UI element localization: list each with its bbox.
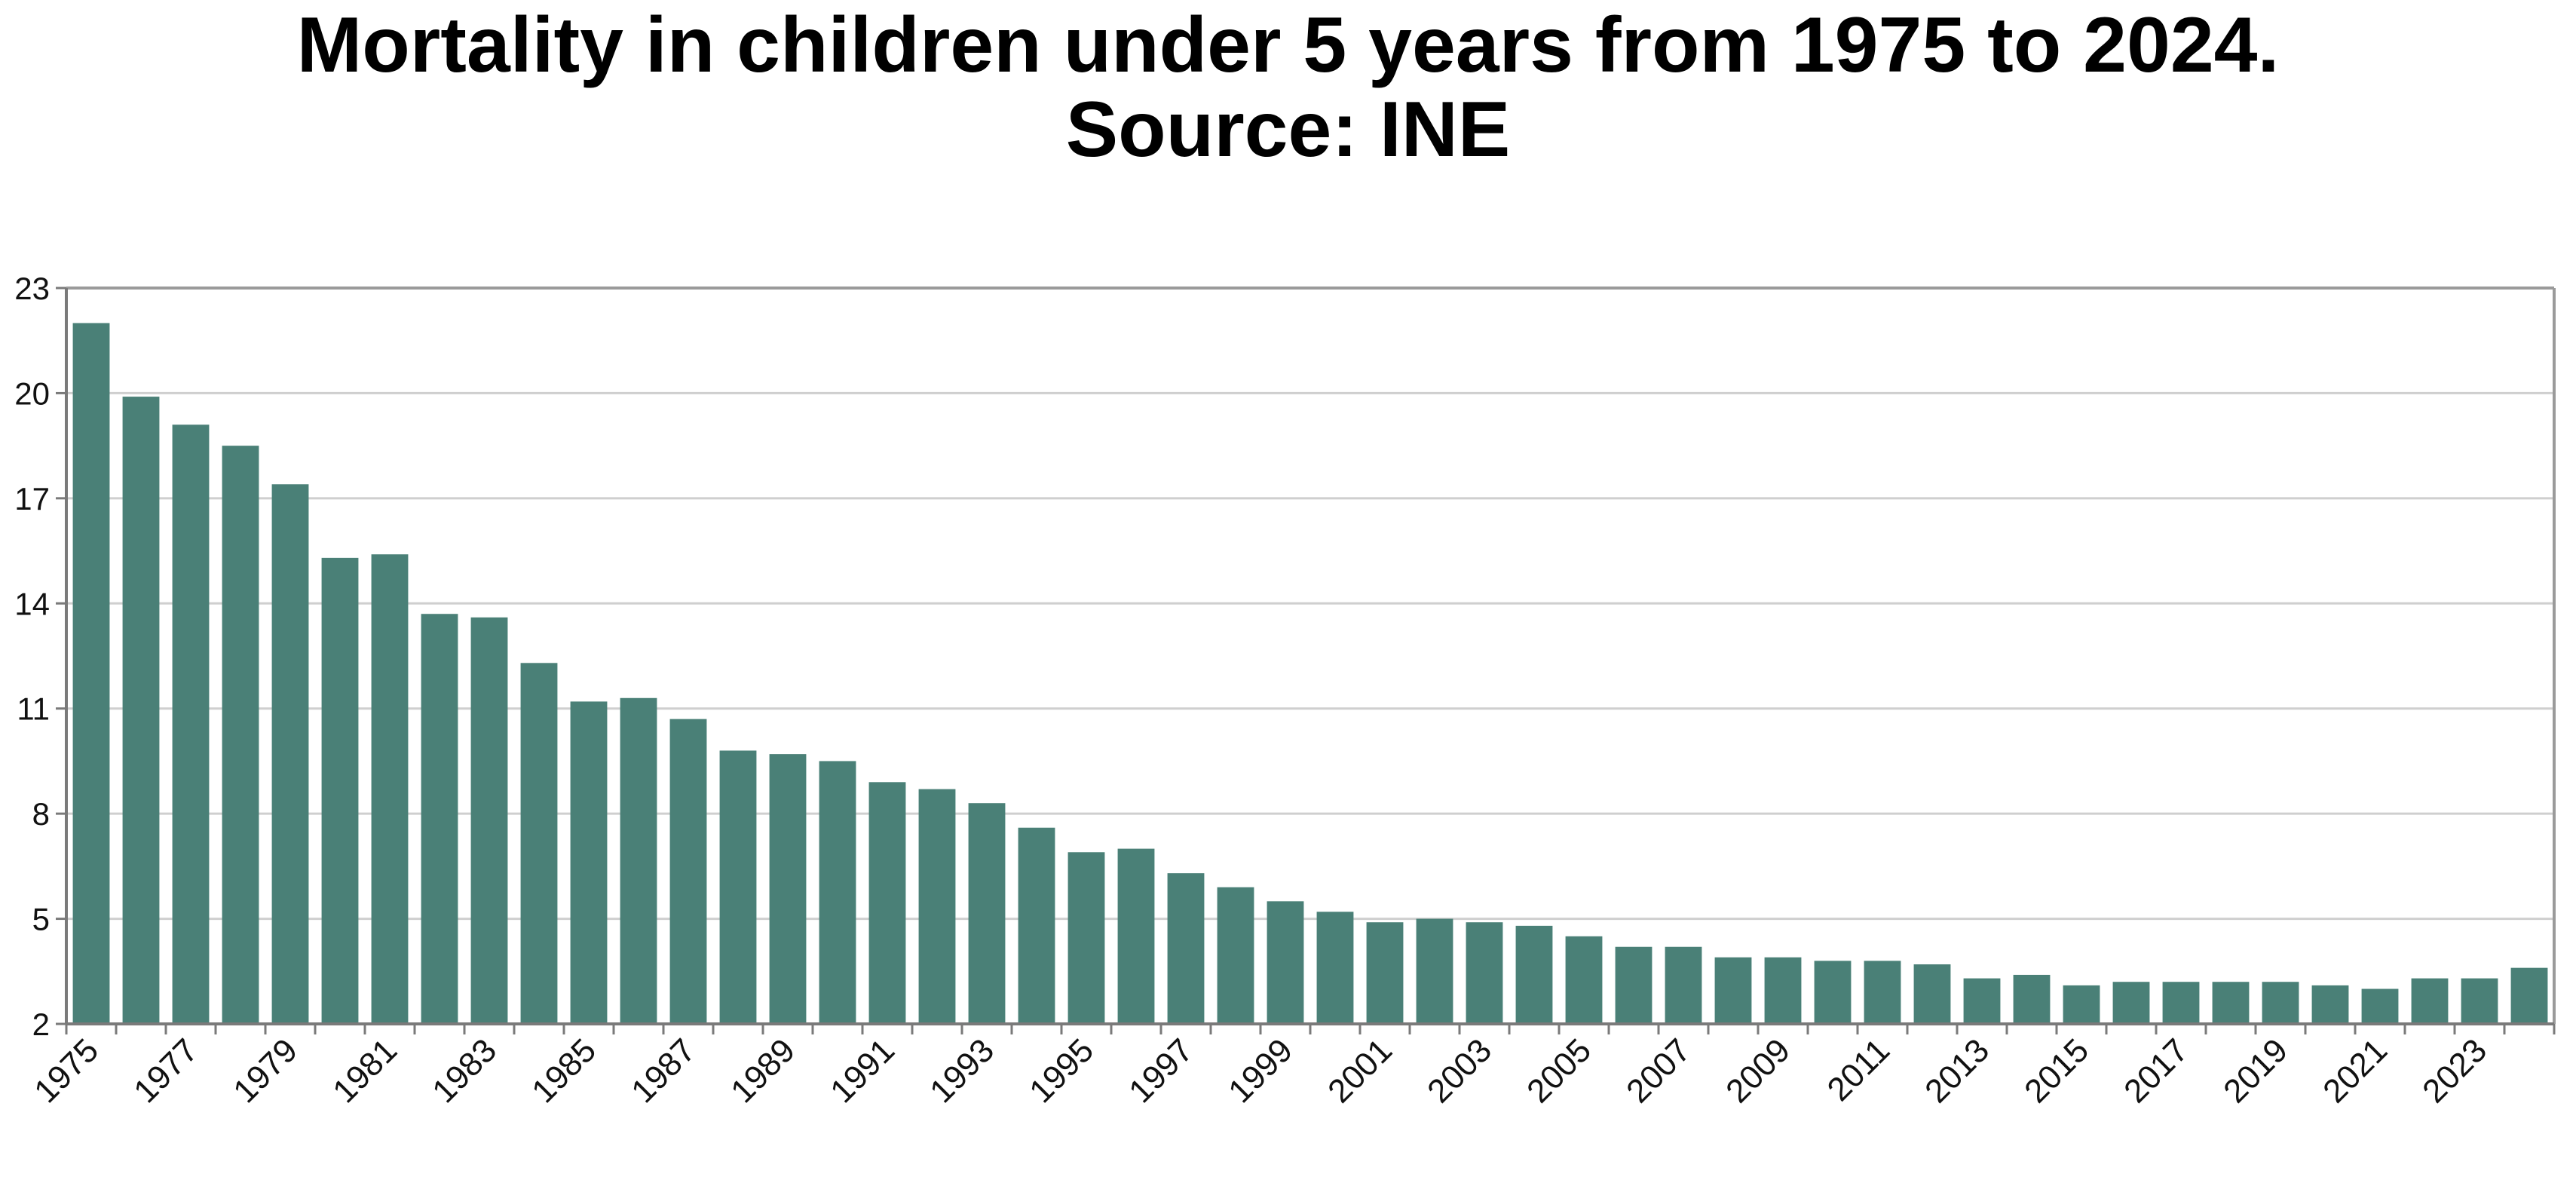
bar-1987 bbox=[669, 719, 707, 1024]
x-tick-label: 2011 bbox=[1821, 1031, 1898, 1108]
bar-1985 bbox=[570, 701, 608, 1024]
x-tick-label: 2019 bbox=[2216, 1031, 2295, 1110]
bar-1986 bbox=[620, 697, 657, 1024]
bar-1997 bbox=[1167, 873, 1205, 1024]
bar-1993 bbox=[968, 803, 1006, 1024]
bar-2022 bbox=[2411, 978, 2449, 1024]
bar-1989 bbox=[769, 754, 807, 1024]
bar-1983 bbox=[470, 617, 508, 1024]
x-tick-label: 1975 bbox=[27, 1031, 106, 1110]
bar-2006 bbox=[1615, 946, 1652, 1024]
bar-2019 bbox=[2262, 982, 2299, 1024]
x-tick-label: 2017 bbox=[2117, 1031, 2195, 1110]
bar-2004 bbox=[1515, 925, 1553, 1024]
x-tick-label: 2013 bbox=[1918, 1031, 1996, 1110]
x-tick-label: 1999 bbox=[1221, 1031, 1300, 1110]
x-tick-label: 1983 bbox=[425, 1031, 504, 1110]
bar-2010 bbox=[1814, 961, 1852, 1024]
bar-2007 bbox=[1665, 946, 1702, 1024]
y-tick-label: 17 bbox=[14, 481, 50, 516]
x-tick-label: 1991 bbox=[823, 1031, 902, 1110]
x-tick-label: 1987 bbox=[624, 1031, 703, 1110]
bar-1994 bbox=[1018, 827, 1055, 1024]
y-tick-label: 2 bbox=[32, 1007, 50, 1042]
bar-2011 bbox=[1864, 961, 1901, 1024]
y-tick-label: 8 bbox=[32, 796, 50, 832]
bar-2018 bbox=[2212, 982, 2250, 1024]
bars bbox=[72, 323, 2548, 1024]
bar-1982 bbox=[421, 614, 458, 1024]
x-tick-label: 1989 bbox=[724, 1031, 802, 1110]
bar-1978 bbox=[222, 446, 259, 1024]
bar-2020 bbox=[2311, 985, 2349, 1024]
x-tick-label: 1981 bbox=[326, 1031, 404, 1110]
bar-2000 bbox=[1316, 912, 1354, 1024]
x-tick-label: 2015 bbox=[2017, 1031, 2096, 1110]
bar-1988 bbox=[719, 750, 757, 1024]
x-tick-label: 2021 bbox=[2316, 1031, 2394, 1110]
bar-2014 bbox=[2013, 974, 2051, 1024]
bar-1999 bbox=[1267, 901, 1304, 1024]
bar-1977 bbox=[172, 424, 210, 1024]
bar-2005 bbox=[1565, 936, 1603, 1024]
x-tick-label: 2007 bbox=[1619, 1031, 1698, 1110]
y-tick-label: 11 bbox=[17, 691, 50, 727]
y-tick-label: 20 bbox=[14, 375, 50, 411]
y-axis-ticks: 2 5 8 11 14 17 20 23 bbox=[14, 271, 66, 1042]
bar-1979 bbox=[271, 484, 309, 1024]
bar-2017 bbox=[2162, 982, 2200, 1024]
bar-2009 bbox=[1764, 957, 1802, 1024]
bar-1984 bbox=[520, 663, 558, 1024]
bar-2015 bbox=[2063, 985, 2100, 1024]
chart-title: Mortality in children under 5 years from… bbox=[296, 2, 2280, 89]
bar-2002 bbox=[1416, 918, 1453, 1024]
x-tick-label: 1977 bbox=[127, 1031, 205, 1110]
bar-1992 bbox=[918, 789, 956, 1024]
x-tick-label: 2005 bbox=[1520, 1031, 1598, 1110]
x-tick-label: 1995 bbox=[1022, 1031, 1101, 1110]
x-tick-label: 2023 bbox=[2415, 1031, 2494, 1110]
chart-title-block: Mortality in children under 5 years from… bbox=[0, 0, 2576, 173]
bar-2003 bbox=[1466, 922, 1503, 1024]
x-tick-label: 1985 bbox=[525, 1031, 603, 1110]
bar-2023 bbox=[2461, 978, 2498, 1024]
bar-1980 bbox=[321, 557, 359, 1024]
x-axis-ticks: 1975 1977 1979 1981 1983 1985 1987 1989 1991 1993… bbox=[27, 1024, 2556, 1110]
bar-2021 bbox=[2361, 988, 2399, 1024]
bar-1996 bbox=[1117, 848, 1155, 1024]
y-tick-label: 5 bbox=[32, 902, 50, 937]
bar-1995 bbox=[1067, 852, 1105, 1024]
bar-1990 bbox=[819, 761, 856, 1024]
bar-2001 bbox=[1366, 922, 1404, 1024]
bar-2008 bbox=[1714, 957, 1752, 1024]
x-tick-label: 1979 bbox=[226, 1031, 305, 1110]
y-tick-label: 14 bbox=[14, 586, 50, 621]
x-tick-label: 2003 bbox=[1420, 1031, 1499, 1110]
bar-2024 bbox=[2510, 967, 2548, 1024]
bar-2013 bbox=[1963, 978, 2001, 1024]
bar-2012 bbox=[1913, 964, 1951, 1024]
bar-1976 bbox=[122, 397, 160, 1024]
x-tick-label: 2001 bbox=[1321, 1031, 1399, 1110]
x-tick-label: 1997 bbox=[1122, 1031, 1200, 1110]
y-tick-label: 23 bbox=[14, 271, 50, 306]
bar-1981 bbox=[371, 554, 409, 1024]
chart-subtitle: Source: INE bbox=[1065, 86, 1511, 174]
x-tick-label: 1993 bbox=[923, 1031, 1001, 1110]
x-tick-label: 2009 bbox=[1719, 1031, 1797, 1110]
bar-1991 bbox=[868, 782, 906, 1024]
bar-1998 bbox=[1217, 887, 1254, 1024]
bar-1975 bbox=[72, 323, 110, 1024]
bar-2016 bbox=[2112, 982, 2150, 1024]
